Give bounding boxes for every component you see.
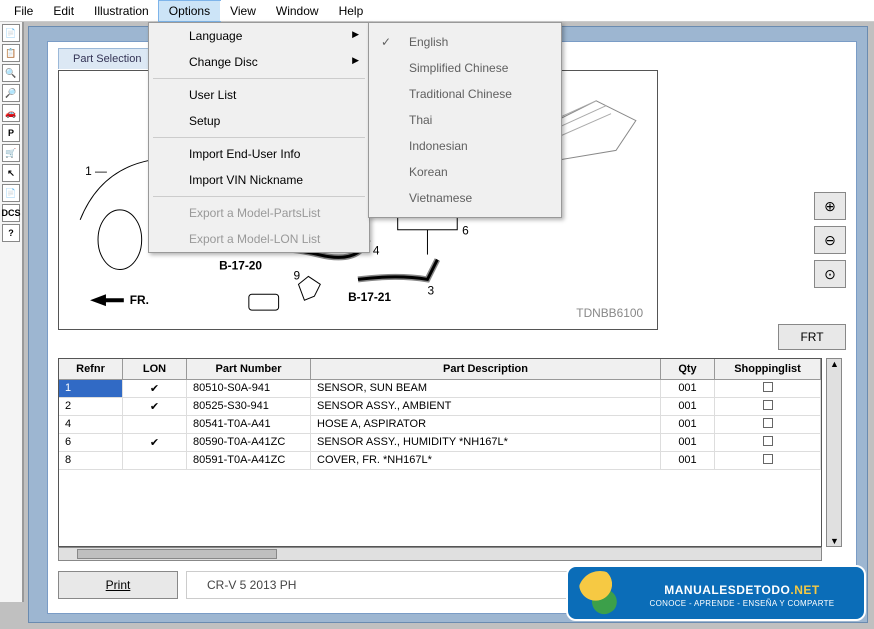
menubar: FileEditIllustrationOptionsViewWindowHel… (0, 0, 874, 22)
menu-item-user-list[interactable]: User List (149, 82, 369, 108)
table-row[interactable]: 2✔80525-S30-941SENSOR ASSY., AMBIENT001 (59, 398, 821, 416)
zoom-out-button[interactable]: ⊖ (814, 226, 846, 254)
options-dropdown: LanguageChange Disc User ListSetup Import … (148, 22, 370, 253)
menu-item-language[interactable]: Language (149, 23, 369, 49)
menu-help[interactable]: Help (329, 1, 374, 21)
zoom-controls: ⊕ ⊖ ⊙ (814, 192, 846, 288)
parts-grid: RefnrLONPart NumberPart DescriptionQtySh… (58, 358, 822, 547)
toolbar-icon-9[interactable]: DCS (2, 204, 20, 222)
grid-body: 1✔80510-S0A-941SENSOR, SUN BEAM0012✔8052… (59, 380, 821, 470)
table-row[interactable]: 6✔80590-T0A-A41ZCSENSOR ASSY., HUMIDITY … (59, 434, 821, 452)
menu-item-import-vin-nickname[interactable]: Import VIN Nickname (149, 167, 369, 193)
toolbar-icon-10[interactable]: ? (2, 224, 20, 242)
svg-text:FR.: FR. (130, 293, 149, 307)
lang-vietnamese[interactable]: Vietnamese (369, 185, 561, 211)
zoom-fit-button[interactable]: ⊙ (814, 260, 846, 288)
col-qty[interactable]: Qty (661, 359, 715, 379)
col-lon[interactable]: LON (123, 359, 187, 379)
lang-simplified-chinese[interactable]: Simplified Chinese (369, 55, 561, 81)
lang-indonesian[interactable]: Indonesian (369, 133, 561, 159)
menu-item-change-disc[interactable]: Change Disc (149, 49, 369, 75)
menu-edit[interactable]: Edit (43, 1, 84, 21)
vertical-scrollbar[interactable] (826, 358, 842, 547)
language-submenu: EnglishSimplified ChineseTraditional Chi… (368, 22, 562, 218)
svg-text:6: 6 (462, 224, 469, 238)
menu-item-setup[interactable]: Setup (149, 108, 369, 134)
menu-file[interactable]: File (4, 1, 43, 21)
svg-text:3: 3 (427, 283, 434, 297)
left-toolbar: 📄 📋 🔍 🔎 🚗 P 🛒 ↖ 📄 DCS? (0, 22, 24, 602)
menu-item-import-end-user-info[interactable]: Import End-User Info (149, 141, 369, 167)
toolbar-icon-0[interactable]: 📄 (2, 24, 20, 42)
watermark-banner: MANUALESDETODO.NET CONOCE - APRENDE - EN… (566, 565, 866, 621)
lang-thai[interactable]: Thai (369, 107, 561, 133)
toolbar-icon-5[interactable]: P (2, 124, 20, 142)
horizontal-scrollbar[interactable] (58, 547, 822, 561)
toolbar-icon-6[interactable]: 🛒 (2, 144, 20, 162)
svg-text:B-17-20: B-17-20 (219, 258, 262, 272)
frt-button[interactable]: FRT (778, 324, 846, 350)
svg-text:1 —: 1 — (85, 164, 107, 178)
col-refnr[interactable]: Refnr (59, 359, 123, 379)
menu-item-export-a-model-partslist: Export a Model-PartsList (149, 200, 369, 226)
tab-part-selection[interactable]: Part Selection (58, 48, 156, 69)
toolbar-icon-4[interactable]: 🚗 (2, 104, 20, 122)
toolbar-icon-2[interactable]: 🔍 (2, 64, 20, 82)
table-row[interactable]: 480541-T0A-A41HOSE A, ASPIRATOR001 (59, 416, 821, 434)
col-part-number[interactable]: Part Number (187, 359, 311, 379)
toolbar-icon-1[interactable]: 📋 (2, 44, 20, 62)
menu-illustration[interactable]: Illustration (84, 1, 159, 21)
col-shoppinglist[interactable]: Shoppinglist (715, 359, 821, 379)
lang-korean[interactable]: Korean (369, 159, 561, 185)
menu-options[interactable]: Options (159, 1, 220, 21)
svg-text:B-17-21: B-17-21 (348, 290, 391, 304)
lang-traditional-chinese[interactable]: Traditional Chinese (369, 81, 561, 107)
svg-text:9: 9 (294, 268, 301, 282)
zoom-in-button[interactable]: ⊕ (814, 192, 846, 220)
table-row[interactable]: 1✔80510-S0A-941SENSOR, SUN BEAM001 (59, 380, 821, 398)
menu-item-export-a-model-lon-list: Export a Model-LON List (149, 226, 369, 252)
svg-text:TDNBB6100: TDNBB6100 (576, 306, 643, 320)
col-part-description[interactable]: Part Description (311, 359, 661, 379)
table-row[interactable]: 880591-T0A-A41ZCCOVER, FR. *NH167L*001 (59, 452, 821, 470)
menu-window[interactable]: Window (266, 1, 329, 21)
lang-english[interactable]: English (369, 29, 561, 55)
watermark-logo-icon (578, 571, 622, 615)
menu-view[interactable]: View (220, 1, 266, 21)
toolbar-icon-7[interactable]: ↖ (2, 164, 20, 182)
print-button[interactable]: Print (58, 571, 178, 599)
toolbar-icon-3[interactable]: 🔎 (2, 84, 20, 102)
toolbar-icon-8[interactable]: 📄 (2, 184, 20, 202)
svg-text:4: 4 (373, 244, 380, 258)
grid-header: RefnrLONPart NumberPart DescriptionQtySh… (59, 359, 821, 380)
